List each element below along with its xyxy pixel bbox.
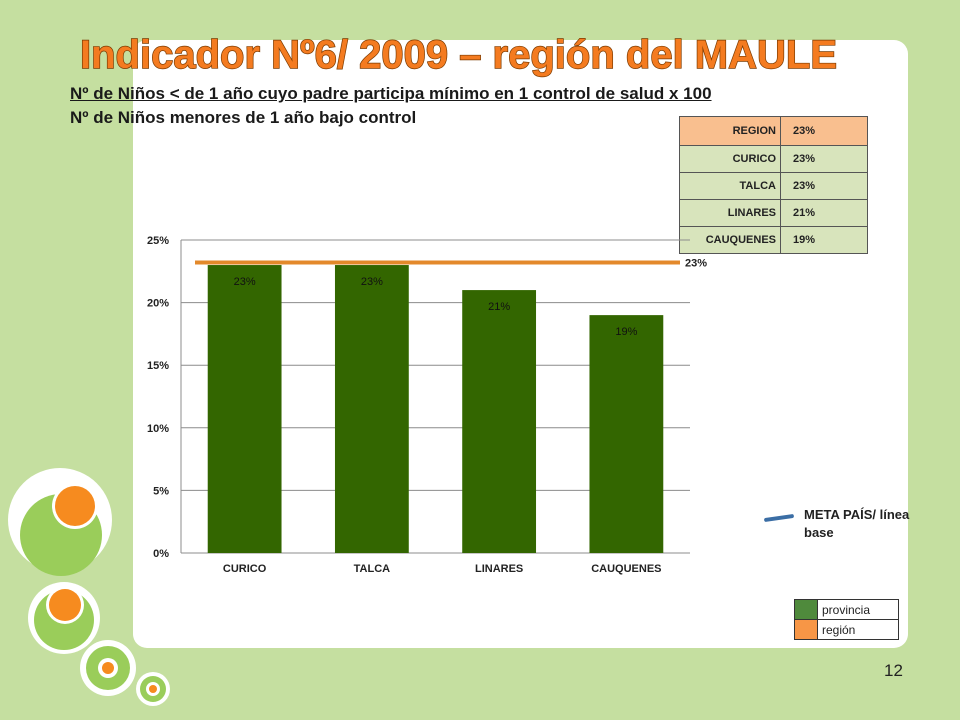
data-label: 23% bbox=[234, 276, 256, 288]
region-table-name: CURICO bbox=[679, 145, 781, 173]
region-table-value: 23% bbox=[780, 116, 868, 146]
region-table-row: TALCA 23% bbox=[679, 172, 868, 200]
legend-item-provincia: provincia bbox=[794, 599, 899, 620]
meta-legend-label: META PAÍS/ línea base bbox=[804, 507, 910, 540]
region-table-row: CURICO 23% bbox=[679, 145, 868, 173]
region-table-row: CAUQUENES 19% bbox=[679, 226, 868, 254]
y-tick-label: 20% bbox=[147, 298, 169, 310]
x-tick-label: TALCA bbox=[354, 563, 391, 575]
formula-denominator: Nº de Niños menores de 1 año bajo contro… bbox=[70, 108, 417, 127]
region-line-label: 23% bbox=[685, 258, 707, 270]
data-label: 23% bbox=[361, 276, 383, 288]
legend-label-region: región bbox=[817, 619, 899, 640]
x-tick-label: LINARES bbox=[475, 563, 523, 575]
legend-label-provincia: provincia bbox=[817, 599, 899, 620]
page-number: 12 bbox=[884, 661, 903, 680]
slide-title: Indicador Nº6/ 2009 – región del MAULE bbox=[80, 32, 838, 77]
region-swatch bbox=[794, 619, 818, 640]
y-tick-label: 25% bbox=[147, 235, 169, 247]
x-tick-label: CAUQUENES bbox=[591, 563, 661, 575]
bar bbox=[207, 265, 282, 553]
x-tick-label: CURICO bbox=[223, 563, 267, 575]
region-table-value: 23% bbox=[780, 145, 868, 173]
legend-item-region: región bbox=[794, 619, 899, 640]
region-table: REGION 23% CURICO 23% TALCA 23% LINARES 21% … bbox=[679, 116, 868, 254]
y-tick-label: 15% bbox=[147, 360, 169, 372]
region-table-row: LINARES 21% bbox=[679, 199, 868, 227]
formula-numerator: Nº de Niños < de 1 año cuyo padre partic… bbox=[70, 84, 712, 103]
data-label: 21% bbox=[488, 301, 510, 313]
bar bbox=[462, 290, 537, 553]
provincia-swatch bbox=[794, 599, 818, 620]
deco-circle-orange-2-fill bbox=[49, 589, 81, 621]
slide-title-text: Indicador Nº6/ 2009 – región del MAULE bbox=[80, 33, 837, 77]
region-table-value: 23% bbox=[780, 172, 868, 200]
formula: Nº de Niños < de 1 año cuyo padre partic… bbox=[70, 82, 712, 130]
y-tick-label: 5% bbox=[153, 485, 169, 497]
y-tick-label: 10% bbox=[147, 423, 169, 435]
bar bbox=[589, 315, 664, 553]
legend: provincia región bbox=[794, 599, 899, 640]
region-table-name: TALCA bbox=[679, 172, 781, 200]
region-table-name: CAUQUENES bbox=[679, 226, 781, 254]
region-table-value: 19% bbox=[780, 226, 868, 254]
deco-circle-small-dot bbox=[102, 662, 114, 674]
region-table-value: 21% bbox=[780, 199, 868, 227]
data-label: 19% bbox=[615, 326, 637, 338]
bar bbox=[334, 265, 409, 553]
region-table-row: REGION 23% bbox=[679, 116, 868, 146]
region-table-name: REGION bbox=[679, 116, 781, 146]
region-table-name: LINARES bbox=[679, 199, 781, 227]
deco-circle-tiny-dot bbox=[149, 685, 157, 693]
deco-circle-orange-1-fill bbox=[55, 486, 95, 526]
y-tick-label: 0% bbox=[153, 548, 169, 560]
